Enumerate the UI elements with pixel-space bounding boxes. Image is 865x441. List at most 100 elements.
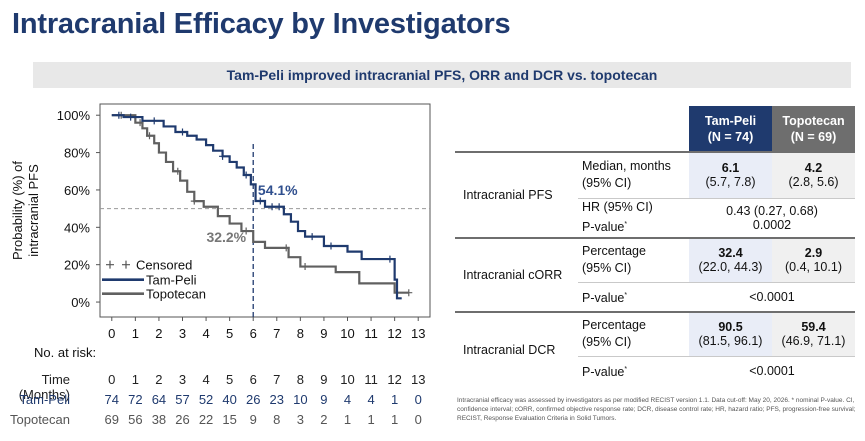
risk-time-value: 4 [202,372,210,387]
risk-count: 26 [245,392,261,407]
risk-time-value: 6 [249,372,257,387]
subtitle-band: Tam-Peli improved intracranial PFS, ORR … [33,62,851,88]
risk-count: 1 [343,412,352,427]
pfs-topotecan-value: 4.2 (2.8, 5.6) [772,151,855,198]
risk-time-value: 5 [226,372,234,387]
censor-mark-tam-peli [386,255,394,263]
x-tick-label: 11 [364,326,378,341]
corr-p-label: P-value* [578,281,689,312]
row-label-dcr: Intracranial DCR [455,311,578,386]
pfs-tam-peli-value: 6.1 (5.7, 7.8) [689,151,772,198]
risk-row-label-tam-peli: Tam-Peli [19,392,70,407]
page-title: Intracranial Efficacy by Investigators [12,8,511,40]
censor-mark-topotecan [146,132,153,140]
censor-mark-topotecan [136,119,144,127]
efficacy-table: Tam-Peli (N = 74) Topotecan (N = 69) Intra… [455,106,855,386]
corr-tam-peli-value: 32.4 (22.0, 44.3) [689,237,772,282]
dcr-tam-peli-value: 90.5 (81.5, 96.1) [689,311,772,356]
risk-time-value: 3 [178,372,187,387]
legend-censored-label: Censored [136,258,192,273]
risk-count: 40 [222,392,237,407]
risk-count: 9 [249,412,257,427]
risk-count: 57 [175,392,190,407]
x-tick-label: 9 [320,326,327,341]
x-tick-label: 5 [226,326,233,341]
risk-count: 8 [273,412,281,427]
subtitle: Tam-Peli improved intracranial PFS, ORR … [226,67,658,83]
dcr-topotecan-value: 59.4 (46.9, 71.1) [772,311,855,356]
censor-mark-topotecan [301,263,309,271]
x-tick-label: 2 [155,326,162,341]
risk-time-value: 11 [364,372,378,387]
dcr-pct-label: Percentage (95% CI) [578,311,689,356]
censor-mark-tam-peli [179,128,186,136]
y-tick-label: 40% [64,220,90,235]
pfs-hr-label: HR (95% CI) P-value* [578,197,689,238]
y-tick-label: 100% [57,108,91,123]
col-tam-peli-header: Tam-Peli (N = 74) [689,106,772,152]
risk-count: 56 [128,412,143,427]
x-tick-label: 8 [297,326,304,341]
header-blank [455,106,689,152]
risk-count: 10 [293,392,308,407]
risk-time-label: Time (Months) [18,372,70,402]
x-tick-label: 13 [411,326,425,341]
col-topotecan-header: Topotecan (N = 69) [772,106,855,152]
x-tick-label: 12 [387,326,401,341]
risk-time-value: 1 [131,372,139,387]
risk-count: 72 [128,392,143,407]
corr-topotecan-value: 2.9 (0.4, 10.1) [772,237,855,282]
risk-count: 0 [414,392,422,407]
x-tick-label: 10 [340,326,354,341]
x-tick-label: 1 [132,326,139,341]
censor-mark-topotecan [282,244,290,252]
risk-table-header: No. at risk: [34,345,97,360]
km-chart: 0%20%40%60%80%100%012345678910111213Time… [10,103,431,341]
risk-count: 15 [222,412,237,427]
y-tick-label: 0% [71,295,90,310]
risk-count: 2 [320,412,328,427]
risk-count: 1 [391,412,399,427]
censor-mark-tam-peli [127,113,135,121]
annotation-topotecan: 32.2% [206,229,246,245]
risk-count: 9 [320,392,328,407]
risk-time-value: 13 [410,372,426,387]
risk-count: 38 [151,412,167,427]
censor-mark-tam-peli [115,111,123,119]
x-tick-label: 6 [250,326,257,341]
censor-mark-topotecan [405,289,413,297]
y-tick-label: 60% [64,183,90,198]
risk-count: 4 [343,392,352,407]
footnote: Intracranial efficacy was assessed by in… [457,397,856,422]
risk-count: 23 [269,392,285,407]
censor-mark-tam-peli [275,203,283,211]
risk-time-value: 2 [155,372,163,387]
risk-time-value: 7 [273,372,281,387]
risk-count: 22 [198,412,214,427]
risk-count: 74 [104,392,120,407]
x-tick-label: 7 [273,326,280,341]
legend-label-topotecan: Topotecan [146,287,206,302]
censor-mark-topotecan [242,227,250,235]
corr-pct-label: Percentage (95% CI) [578,237,689,282]
risk-count: 1 [391,392,399,407]
y-tick-label: 20% [64,258,90,273]
km-curve-topotecan [111,114,409,294]
risk-count: 52 [198,392,214,407]
risk-time-value: 0 [108,372,116,387]
pfs-hr-value: 0.43 (0.27, 0.68) 0.0002 [689,197,855,238]
risk-count: 26 [175,412,190,427]
risk-row-label-topotecan: Topotecan [10,412,70,427]
risk-count: 0 [414,412,422,427]
dcr-p-label: P-value* [578,355,689,386]
censor-mark-tam-peli [242,171,250,179]
risk-count: 3 [296,412,304,427]
legend-label-tam-peli: Tam-Peli [146,273,197,288]
risk-count: 69 [104,412,120,427]
risk-count: 64 [151,392,167,407]
censor-mark-tam-peli [308,233,316,241]
censor-mark-tam-peli [327,242,335,250]
row-label-pfs: Intracranial PFS [455,151,578,238]
y-axis-label-line2: intracranial PFS [26,164,41,257]
censor-mark-topotecan [174,167,182,175]
